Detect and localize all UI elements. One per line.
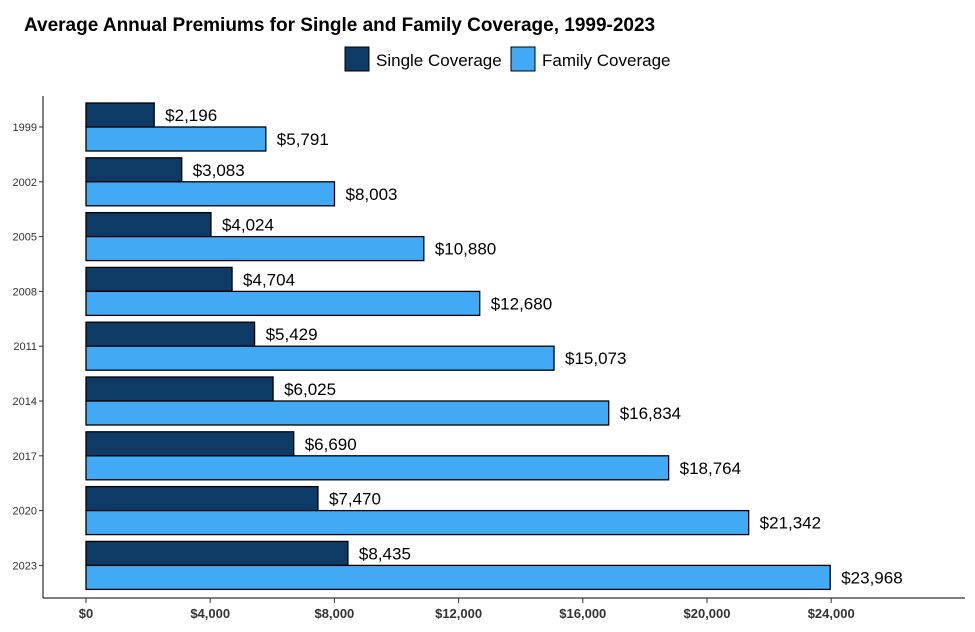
legend-swatch-family: [510, 46, 536, 72]
x-tick-label: $24,000: [808, 606, 855, 621]
bar-family-coverage: [85, 509, 750, 536]
data-label-family: $21,342: [760, 514, 821, 533]
x-tick-label: $0: [79, 606, 93, 621]
data-label-family: $16,834: [620, 404, 681, 423]
y-tick-label: 2023: [13, 560, 37, 572]
x-tick-label: $20,000: [684, 606, 731, 621]
bar-family-coverage: [85, 290, 481, 317]
legend: Single Coverage Family Coverage: [344, 46, 671, 72]
bar-single-coverage: [85, 485, 319, 512]
data-label-single: $6,690: [305, 435, 357, 454]
data-label-family: $23,968: [841, 568, 902, 587]
data-label-family: $18,764: [680, 459, 741, 478]
bar-single-coverage: [85, 376, 274, 402]
y-tick-label: 2008: [13, 286, 37, 298]
legend-label-single: Single Coverage: [376, 51, 502, 70]
data-label-family: $12,680: [491, 294, 552, 313]
data-label-single: $2,196: [165, 106, 217, 125]
y-tick-label: 2017: [13, 451, 37, 463]
bar-family-coverage: [85, 126, 267, 152]
data-label-family: $15,073: [565, 349, 626, 368]
data-label-single: $8,435: [359, 544, 411, 563]
x-tick-label: $12,000: [435, 606, 482, 621]
bar-single-coverage: [85, 102, 155, 128]
legend-swatch-single: [344, 46, 370, 72]
y-tick-label: 2020: [13, 506, 37, 518]
y-tick-label: 2005: [13, 232, 37, 244]
x-tick-label: $4,000: [190, 606, 230, 621]
bar-family-coverage: [85, 400, 610, 426]
chart-title: Average Annual Premiums for Single and F…: [24, 15, 655, 36]
bar-family-coverage: [85, 455, 670, 481]
data-label-family: $10,880: [435, 240, 496, 259]
x-tick-label: $8,000: [315, 606, 355, 621]
data-label-family: $5,791: [277, 130, 329, 149]
bar-single-coverage: [85, 321, 256, 347]
x-tick-label: $16,000: [559, 606, 606, 621]
bar-family-coverage: [85, 345, 555, 371]
legend-label-family: Family Coverage: [542, 51, 671, 70]
data-label-single: $4,704: [243, 270, 295, 289]
bar-single-coverage: [85, 211, 212, 238]
plot-area: $0 $4,000 $8,000 $12,000 $16,000 $20,000 $24,0…: [13, 96, 965, 621]
y-tick-label: 1999: [13, 122, 37, 134]
data-label-single: $4,024: [222, 216, 274, 235]
data-label-single: $6,025: [284, 380, 336, 399]
y-tick-label: 2011: [13, 341, 37, 353]
bar-single-coverage: [85, 431, 295, 457]
data-label-family: $8,003: [345, 185, 397, 204]
bar-single-coverage: [85, 266, 233, 293]
bar-family-coverage: [85, 564, 831, 591]
bar-family-coverage: [85, 235, 425, 262]
y-tick-label: 2014: [13, 396, 37, 408]
y-tick-label: 2002: [13, 177, 37, 189]
data-label-single: $3,083: [193, 161, 245, 180]
data-label-single: $7,470: [329, 490, 381, 509]
bar-single-coverage: [85, 157, 183, 183]
bar-single-coverage: [85, 540, 349, 567]
data-label-single: $5,429: [266, 325, 318, 344]
bar-family-coverage: [85, 181, 336, 207]
